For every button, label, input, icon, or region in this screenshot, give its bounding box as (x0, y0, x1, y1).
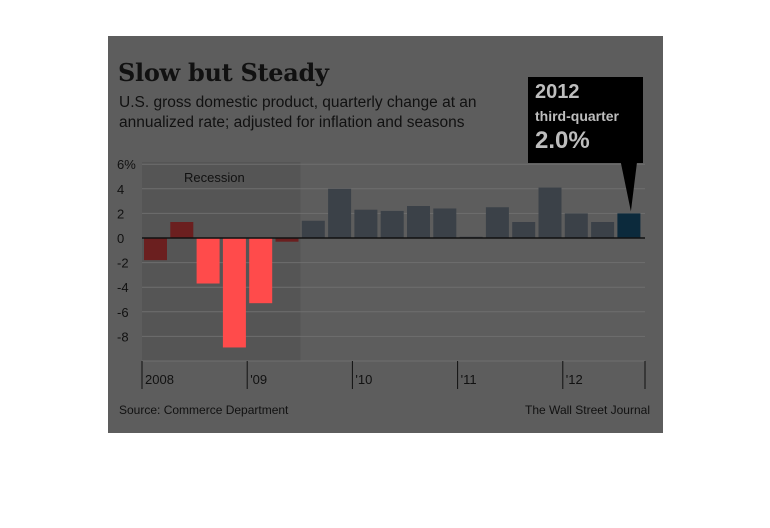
bar (407, 206, 430, 238)
bar (354, 209, 378, 238)
bar (328, 188, 352, 238)
x-tick-label: 2008 (145, 372, 174, 387)
bar (170, 222, 194, 238)
y-tick-label: 4 (117, 182, 124, 197)
source-note: Source: Commerce Department (119, 403, 289, 417)
x-tick-label: '10 (355, 372, 372, 387)
callout-value: 2.0% (535, 127, 590, 154)
recession-shading (142, 162, 301, 361)
y-tick-label: -2 (117, 256, 129, 271)
x-tick-label: '11 (461, 372, 477, 387)
callout-year: 2012 (535, 81, 580, 103)
bar (249, 238, 273, 304)
bar (564, 213, 588, 238)
gdp-bar-chart: Recession 6% 4 2 0 -2 -4 -6 -8 2008 '09 '10 '11 '12 (117, 157, 646, 389)
x-tick-label: '09 (250, 372, 267, 387)
bar (301, 220, 325, 238)
recession-label: Recession (184, 170, 245, 185)
y-tick-label: 0 (117, 231, 124, 246)
bar (591, 222, 615, 238)
bar (512, 222, 536, 238)
bar (617, 213, 641, 238)
bar (196, 238, 220, 284)
y-tick-label: -6 (117, 305, 129, 320)
x-tick-label: '12 (566, 372, 583, 387)
y-tick-label: 6% (117, 157, 136, 172)
callout-pointer (620, 163, 637, 212)
bar (275, 238, 299, 242)
bar (538, 187, 562, 238)
callout-label: third-quarter (535, 108, 619, 124)
y-tick-label: -4 (117, 280, 129, 295)
credit-note: The Wall Street Journal (525, 403, 650, 417)
chart-panel: Recession 6% 4 2 0 -2 -4 -6 -8 2008 '09 '10 '11 '12 S… (108, 36, 663, 433)
bar (433, 208, 457, 238)
chart-subtitle: U.S. gross domestic product, quarterly c… (119, 94, 477, 131)
bar (222, 238, 246, 348)
bar (485, 207, 509, 238)
chart-title: Slow but Steady (118, 58, 329, 87)
callout-box: 2012 third-quarter 2.0% (528, 77, 643, 163)
y-tick-label: 2 (117, 206, 124, 221)
bar (144, 238, 167, 261)
y-tick-label: -8 (117, 329, 129, 344)
bar (380, 210, 404, 238)
